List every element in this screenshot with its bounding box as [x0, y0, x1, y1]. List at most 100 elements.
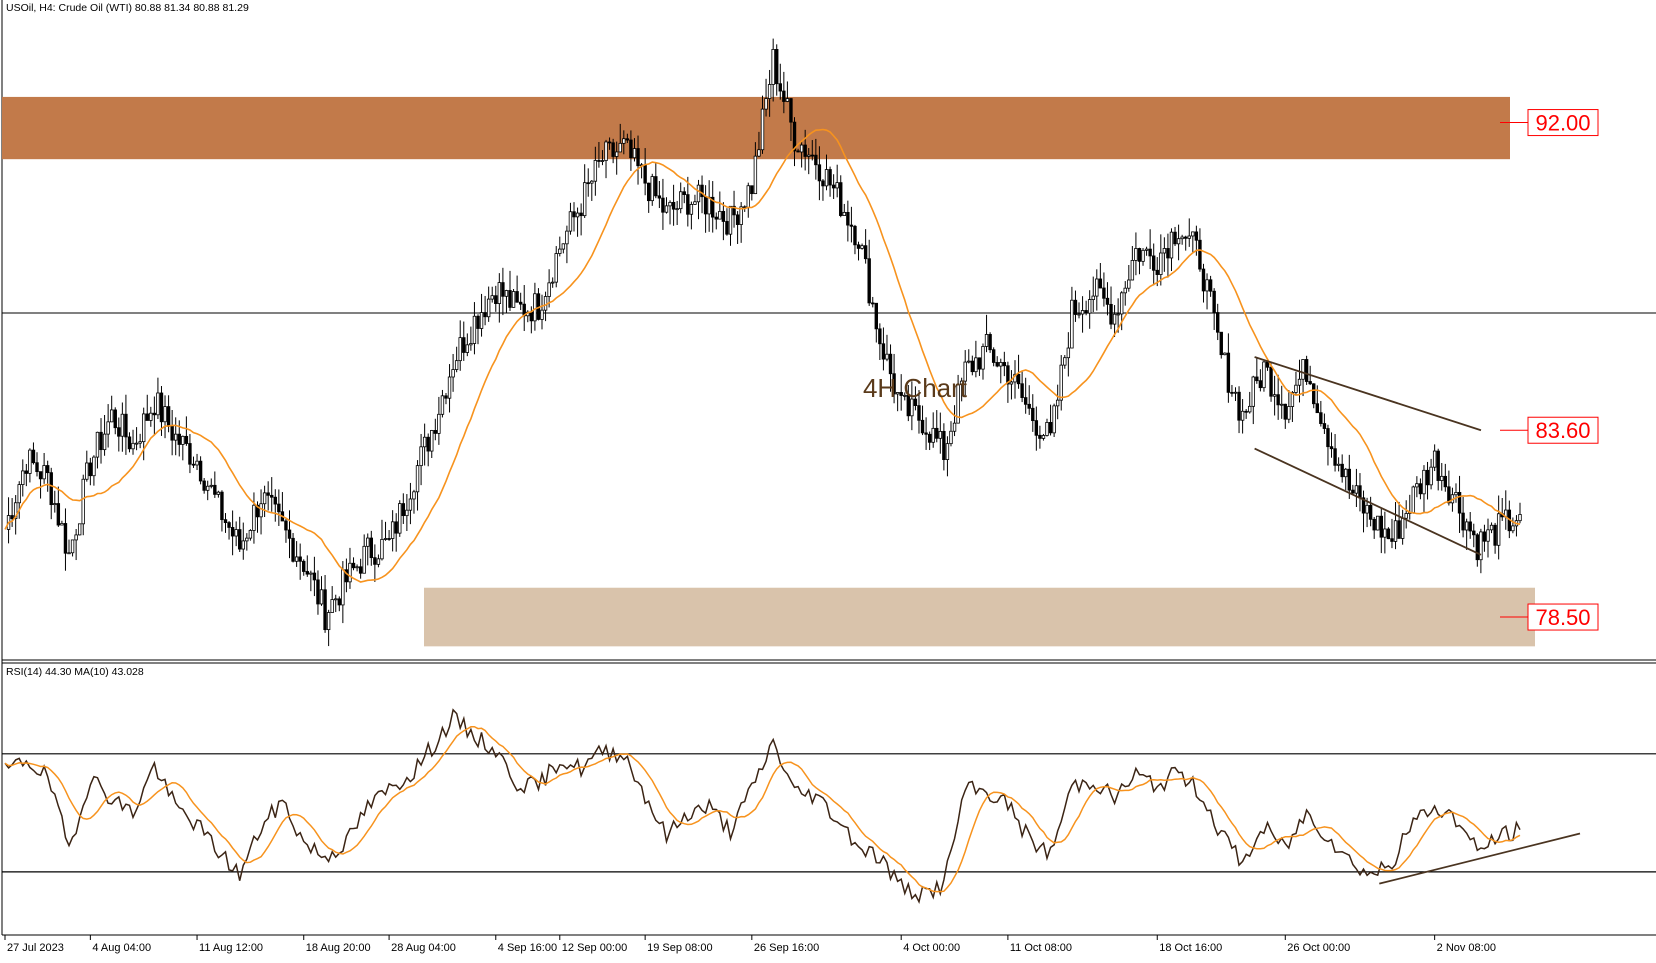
candle-body	[1379, 515, 1384, 538]
candle-body	[1265, 361, 1270, 368]
candle	[422, 423, 427, 466]
candle-body	[799, 144, 804, 153]
candle-body	[771, 49, 775, 85]
candle	[294, 541, 299, 567]
candle-body	[170, 425, 174, 441]
candle-body	[600, 160, 605, 162]
candle-body	[561, 243, 566, 250]
candle	[952, 405, 957, 437]
candle-body	[1326, 428, 1330, 448]
candle	[782, 71, 786, 114]
candle-body	[735, 214, 740, 225]
candle	[163, 395, 167, 439]
candle	[45, 460, 50, 492]
candle-body	[878, 328, 882, 345]
candle-body	[1073, 299, 1078, 315]
candle	[230, 510, 235, 556]
x-tick-label: 28 Aug 04:00	[391, 942, 456, 954]
candle	[486, 286, 491, 322]
candle-body	[1518, 514, 1522, 522]
candle-body	[497, 282, 502, 304]
candle	[99, 418, 103, 464]
candle	[1361, 490, 1366, 533]
candle-body	[714, 216, 718, 220]
candle	[398, 500, 402, 537]
candle	[1354, 468, 1359, 508]
candle-body	[1361, 497, 1366, 514]
candle	[483, 295, 487, 326]
candle	[415, 460, 420, 511]
candle	[1379, 507, 1384, 554]
candle-body	[554, 253, 558, 283]
candle-body	[725, 221, 729, 235]
candle-body	[433, 430, 438, 434]
candle	[1159, 234, 1163, 286]
candle-body	[778, 83, 782, 92]
candle-body	[956, 384, 960, 424]
candle-body	[447, 376, 452, 399]
candle-body	[1418, 483, 1423, 495]
x-tick-label: 18 Oct 16:00	[1159, 942, 1222, 954]
candle-body	[575, 212, 580, 218]
candle	[696, 179, 701, 220]
candle	[945, 436, 950, 477]
candle	[348, 547, 352, 589]
candle	[298, 543, 302, 580]
candle-body	[579, 212, 583, 217]
candle	[430, 429, 434, 459]
candle-body	[1198, 239, 1202, 270]
candle-body	[238, 529, 242, 550]
candle-body	[1077, 313, 1081, 316]
candle-body	[1272, 394, 1277, 397]
candle-body	[1162, 248, 1167, 254]
candle	[1340, 454, 1344, 483]
candle	[590, 179, 594, 201]
candle	[1415, 476, 1419, 498]
candle-body	[248, 530, 253, 539]
candle	[1091, 276, 1095, 313]
candle	[1432, 444, 1437, 472]
candle	[1418, 478, 1423, 500]
candle-body	[1383, 528, 1387, 538]
candle-body	[991, 349, 996, 363]
candle-body	[401, 503, 406, 517]
candle-body	[319, 589, 324, 605]
x-tick-label: 18 Aug 20:00	[306, 942, 371, 954]
candle	[206, 480, 210, 501]
candle	[1329, 432, 1334, 458]
candle	[227, 521, 231, 540]
candle	[718, 191, 722, 220]
candle	[383, 521, 388, 541]
candle	[963, 350, 967, 396]
candle	[1376, 515, 1380, 531]
candle-body	[1376, 515, 1380, 531]
candle-body	[380, 538, 384, 560]
candle	[728, 205, 733, 246]
candle-body	[213, 484, 217, 495]
candle-body	[1091, 295, 1095, 300]
candle	[881, 327, 886, 371]
candle	[888, 344, 893, 392]
candle	[284, 519, 288, 543]
candle-body	[1319, 412, 1323, 424]
candle	[1208, 275, 1213, 297]
candle	[170, 409, 174, 456]
candle	[1212, 288, 1216, 330]
candle	[636, 135, 640, 185]
candle-body	[1468, 521, 1472, 532]
candle	[1397, 501, 1401, 539]
candle-body	[1251, 376, 1255, 407]
x-tick-label: 11 Aug 12:00	[199, 942, 263, 954]
candle-body	[191, 463, 196, 466]
candle	[1240, 399, 1245, 434]
candle-body	[209, 484, 213, 487]
candle	[1144, 246, 1149, 256]
candle-body	[1425, 469, 1430, 486]
candle	[1201, 263, 1206, 303]
candle	[1205, 273, 1209, 310]
candle	[906, 385, 911, 422]
candle	[394, 513, 398, 552]
candle-body	[284, 520, 288, 531]
candle-body	[881, 343, 886, 360]
candle-body	[550, 281, 555, 284]
